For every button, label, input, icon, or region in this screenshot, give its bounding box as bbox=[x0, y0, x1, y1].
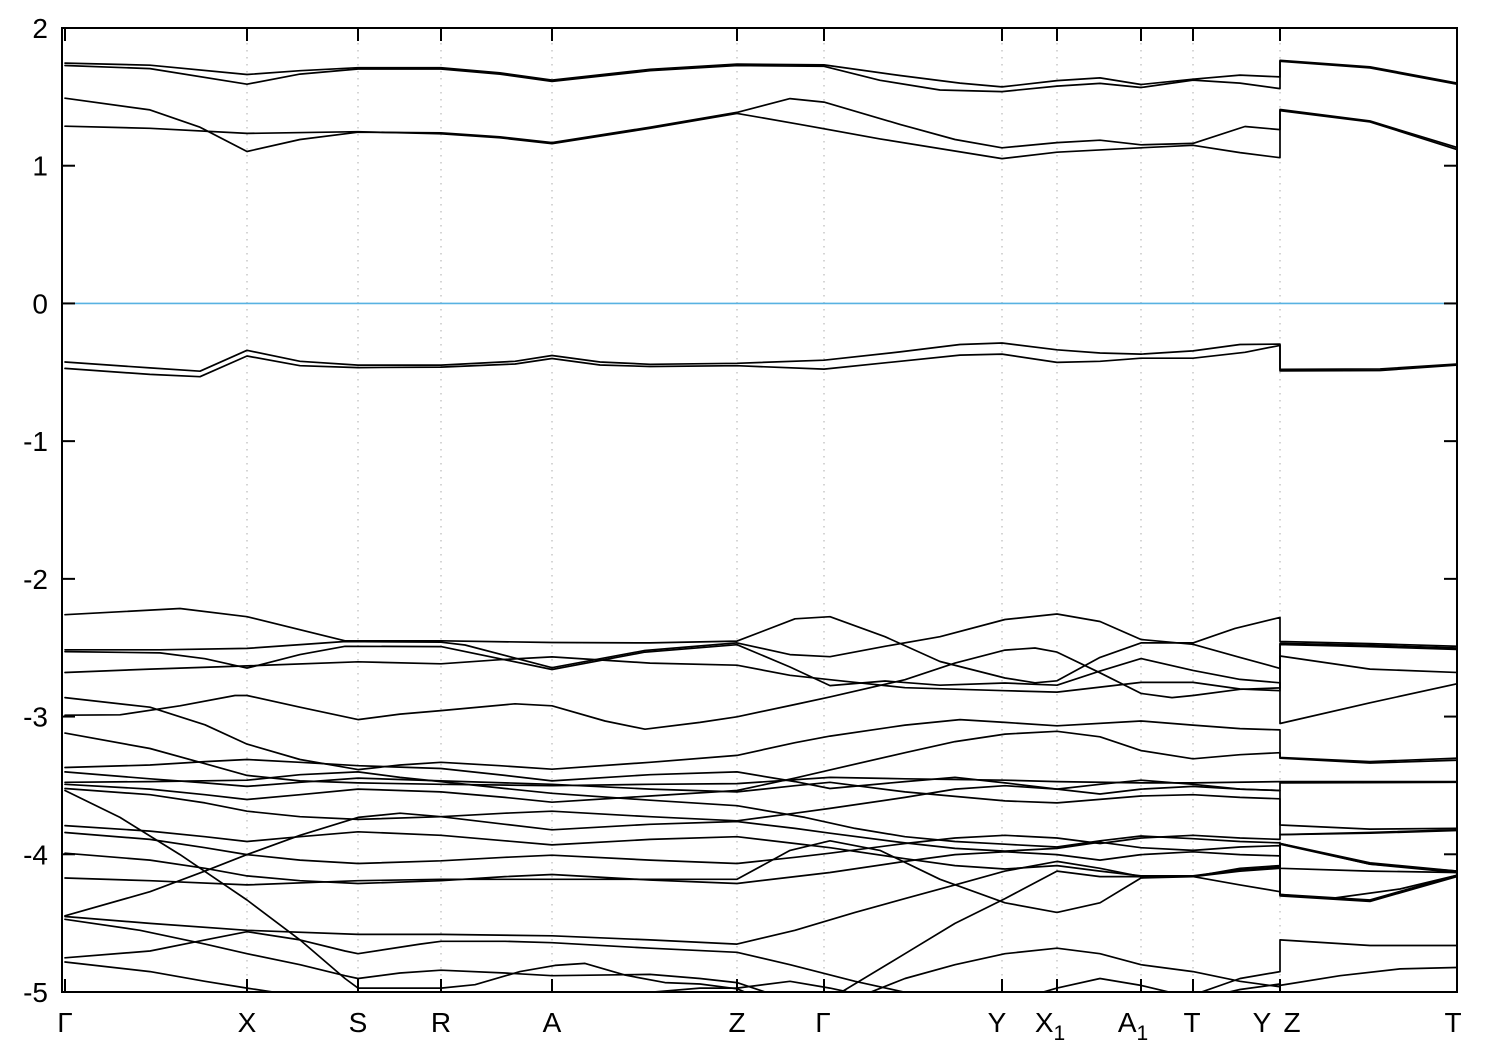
band-line bbox=[64, 732, 1456, 787]
k-point-label: T bbox=[1444, 1007, 1461, 1038]
band-line bbox=[64, 97, 1456, 153]
y-tick-label: 2 bbox=[32, 13, 48, 44]
band-line bbox=[64, 961, 1281, 991]
k-point-label: Z bbox=[728, 1007, 745, 1038]
band-line bbox=[64, 839, 1456, 914]
band-line bbox=[64, 109, 1456, 160]
y-tick-label: -4 bbox=[23, 839, 48, 870]
y-tick-label: -5 bbox=[23, 977, 48, 1008]
band-line bbox=[64, 771, 1456, 872]
band-line bbox=[64, 607, 1456, 684]
band-line bbox=[64, 613, 1456, 674]
band-line bbox=[64, 850, 1456, 885]
bands-group bbox=[64, 59, 1456, 991]
k-point-label: Γ bbox=[57, 1007, 72, 1038]
plot-border bbox=[61, 27, 1458, 993]
band-line bbox=[64, 930, 1456, 991]
y-tick-label: -3 bbox=[23, 702, 48, 733]
y-tick-label: 0 bbox=[32, 288, 48, 319]
band-line bbox=[64, 824, 1456, 877]
band-line bbox=[64, 842, 1456, 945]
band-line bbox=[64, 781, 1456, 822]
band-line bbox=[64, 730, 1456, 804]
band-line bbox=[64, 789, 1456, 991]
k-point-label: X1 bbox=[1035, 1007, 1065, 1045]
band-line bbox=[64, 758, 1456, 830]
band-line bbox=[64, 344, 1456, 378]
y-tick-label: 1 bbox=[32, 151, 48, 182]
k-point-label: S bbox=[349, 1007, 368, 1038]
k-point-label: R bbox=[431, 1007, 451, 1038]
band-line bbox=[64, 342, 1456, 373]
band-line bbox=[64, 771, 1456, 836]
k-point-label: T bbox=[1183, 1007, 1200, 1038]
k-point-label: Γ bbox=[815, 1007, 830, 1038]
band-line bbox=[64, 60, 1456, 93]
k-point-label: X bbox=[238, 1007, 257, 1038]
y-tick-label: -2 bbox=[23, 564, 48, 595]
k-point-label: Y bbox=[988, 1007, 1007, 1038]
k-point-label: Y bbox=[1253, 1007, 1272, 1038]
k-point-label: A bbox=[543, 1007, 562, 1038]
k-point-label: A1 bbox=[1118, 1007, 1148, 1045]
band-line bbox=[64, 918, 1456, 991]
band-line bbox=[64, 812, 1456, 917]
band-line bbox=[64, 642, 1456, 693]
band-line bbox=[64, 59, 1456, 88]
band-line bbox=[64, 696, 1456, 771]
y-tick-label: -1 bbox=[23, 426, 48, 457]
band-line bbox=[64, 643, 1456, 731]
band-line bbox=[64, 829, 1456, 865]
k-point-label: Z bbox=[1283, 1007, 1300, 1038]
